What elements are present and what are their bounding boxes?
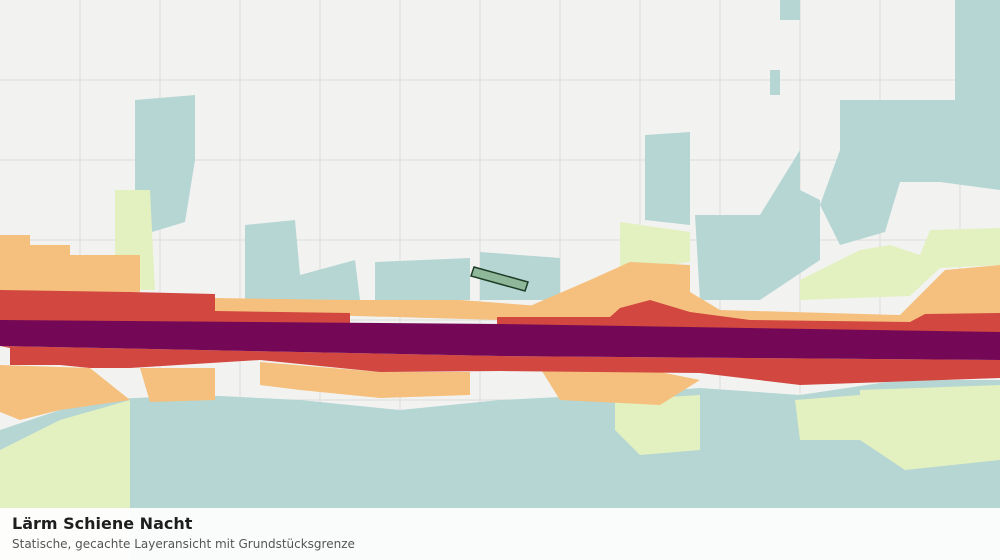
map-title: Lärm Schiene Nacht xyxy=(12,514,193,533)
noise-zone-very-high xyxy=(0,320,1000,360)
legend-panel: Lärm Schiene Nacht Statische, gecachte L… xyxy=(0,508,1000,560)
map-subtitle: Statische, gecachte Layeransicht mit Gru… xyxy=(12,537,355,551)
noise-zone-high xyxy=(0,290,1000,385)
parcel-boundary xyxy=(470,266,529,292)
